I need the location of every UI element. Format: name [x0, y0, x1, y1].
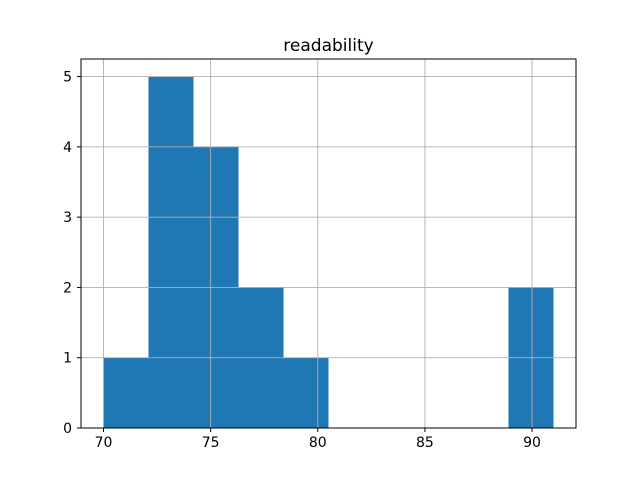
x-tick-label: 80	[309, 435, 327, 451]
histogram-bar	[148, 76, 194, 428]
y-tick-label: 0	[63, 421, 72, 437]
x-tick-label: 70	[95, 435, 113, 451]
y-tick-label: 2	[63, 280, 72, 296]
y-tick-label: 3	[63, 210, 72, 226]
plot-spines	[80, 58, 577, 429]
tick-labels-layer: 70 75 80 85 90 0 1 2 3 4 5	[63, 70, 541, 451]
y-tick-label: 1	[63, 351, 72, 367]
y-tick-label: 4	[63, 140, 72, 156]
histogram-bar	[103, 357, 149, 428]
x-tick-label: 85	[416, 435, 434, 451]
x-tick-label: 75	[202, 435, 220, 451]
histogram-bar	[283, 357, 329, 428]
bars-layer	[103, 76, 554, 429]
grid-layer	[81, 59, 576, 429]
y-tick-label: 5	[63, 70, 72, 86]
x-tick-label: 90	[523, 435, 541, 451]
chart-title: readability	[283, 36, 373, 56]
axes-layer	[77, 58, 577, 432]
